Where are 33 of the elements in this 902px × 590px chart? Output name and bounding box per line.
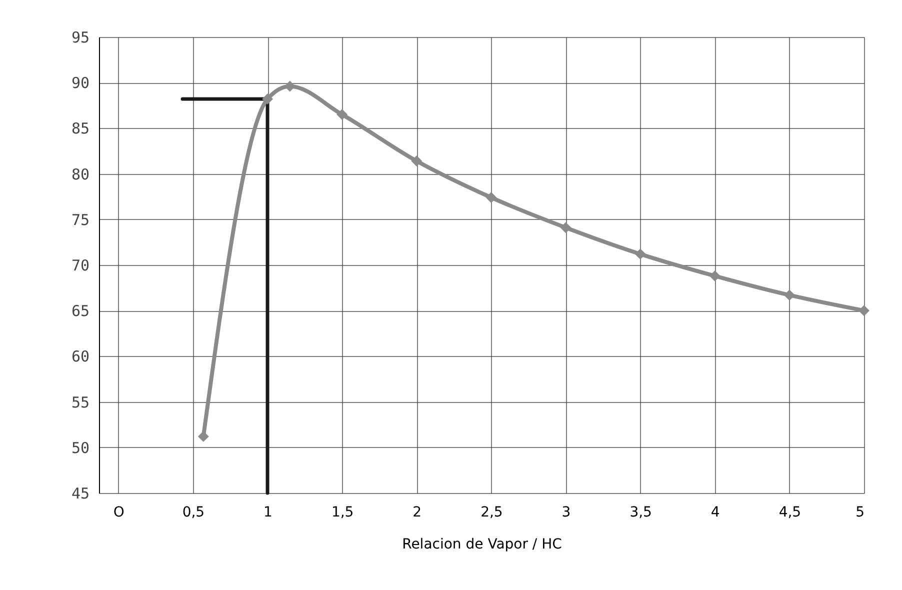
y-tick-label: 50 bbox=[71, 438, 90, 457]
x-tick-label: 1 bbox=[264, 504, 272, 520]
point bbox=[858, 305, 870, 316]
y-tick-label: 85 bbox=[71, 120, 90, 138]
x-tick-label: O bbox=[113, 504, 124, 520]
x-tick-label: 3 bbox=[562, 504, 571, 520]
x-tick-label: 4,5 bbox=[778, 504, 802, 520]
point bbox=[560, 222, 572, 234]
x-axis-title: Relacion de Vapor / HC bbox=[402, 536, 562, 552]
y-tick-label: 70 bbox=[71, 256, 90, 274]
y-tick-label: 55 bbox=[71, 393, 90, 412]
y-tick-label: 95 bbox=[71, 28, 90, 46]
y-tick-label: 45 bbox=[71, 484, 90, 502]
y-tick-label: 80 bbox=[71, 165, 90, 184]
y-tick-label: 65 bbox=[71, 302, 90, 320]
x-tick-label: 2,5 bbox=[480, 504, 503, 520]
point bbox=[634, 248, 646, 260]
point bbox=[284, 80, 296, 92]
x-tick-label: 1,5 bbox=[331, 504, 354, 520]
point bbox=[411, 156, 422, 167]
point bbox=[709, 270, 720, 282]
y-tick-label: 75 bbox=[71, 210, 90, 229]
x-tick-label: 5 bbox=[856, 504, 864, 520]
x-tick-label: 3,5 bbox=[630, 504, 652, 520]
point bbox=[336, 109, 348, 120]
point bbox=[486, 192, 497, 203]
x-tick-label: 0,5 bbox=[182, 504, 205, 520]
point bbox=[262, 94, 273, 104]
y-tick-label: 90 bbox=[71, 74, 90, 92]
point bbox=[784, 290, 795, 301]
y-tick-label: 60 bbox=[71, 348, 90, 366]
x-tick-label: 4 bbox=[710, 504, 720, 520]
x-tick-label: 2 bbox=[412, 504, 422, 520]
